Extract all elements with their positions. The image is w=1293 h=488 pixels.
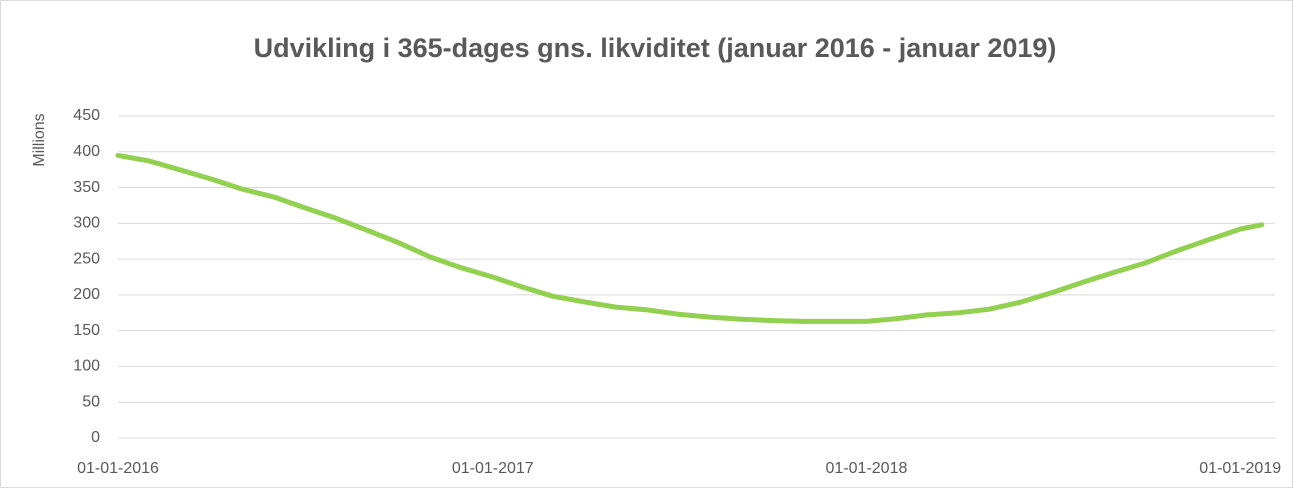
y-tick-label: 450 xyxy=(73,107,100,124)
y-tick-label: 350 xyxy=(73,179,100,196)
y-tick-label: 200 xyxy=(73,286,100,303)
data-line xyxy=(115,152,1265,324)
y-tick-label: 300 xyxy=(73,215,100,232)
chart-title: Udvikling i 365-dages gns. likviditet (j… xyxy=(254,33,1057,63)
y-tick-label: 250 xyxy=(73,250,100,267)
y-tick-label: 50 xyxy=(82,393,100,410)
x-tick-label: 01-01-2017 xyxy=(452,460,534,477)
y-tick-label: 0 xyxy=(91,429,100,446)
x-tick-label: 01-01-2016 xyxy=(77,460,159,477)
y-axis-label: Millions xyxy=(31,113,48,166)
y-tick-label: 400 xyxy=(73,143,100,160)
x-tick-label: 01-01-2018 xyxy=(826,460,908,477)
y-tick-label: 100 xyxy=(73,358,100,375)
x-tick-label: 01-01-2019 xyxy=(1199,460,1281,477)
y-tick-label: 150 xyxy=(73,322,100,339)
